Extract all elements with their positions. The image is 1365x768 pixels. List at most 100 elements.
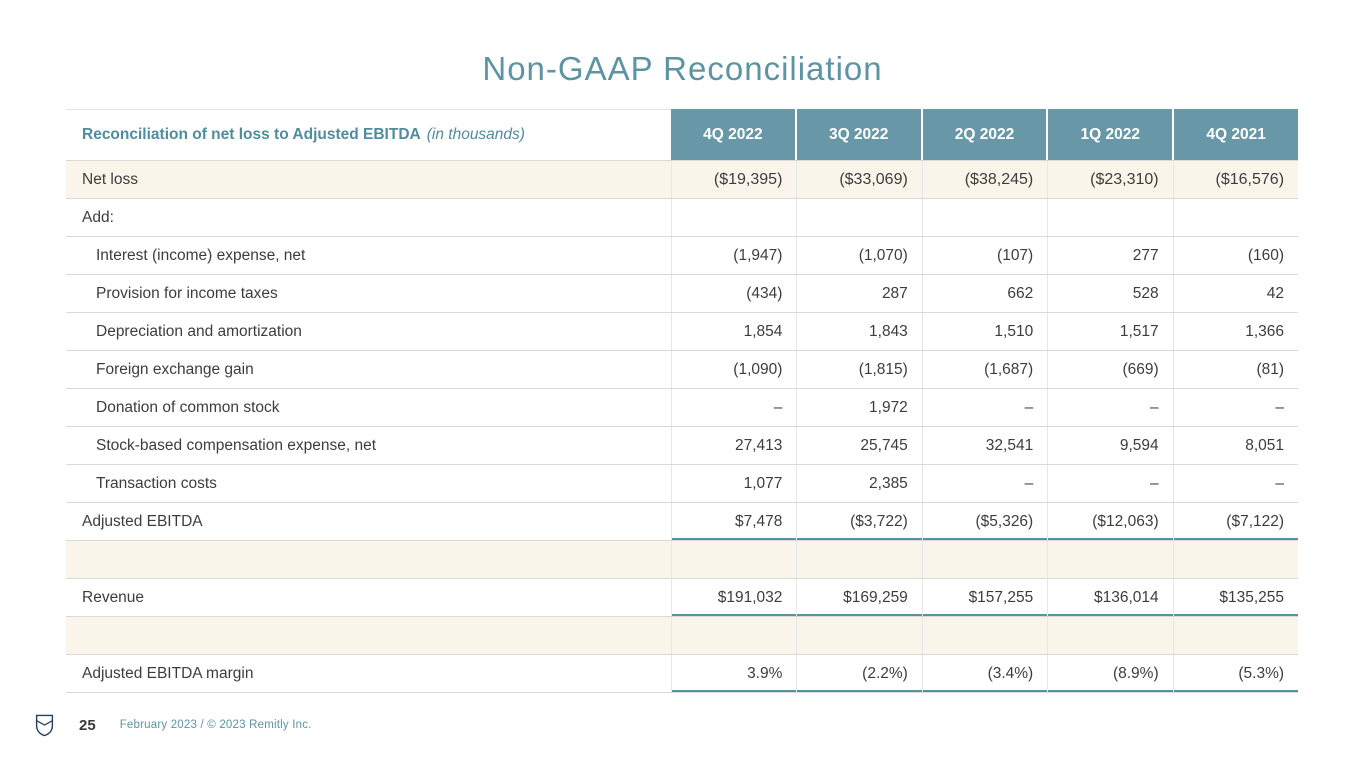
table-body: Net loss ($19,395) ($33,069) ($38,245) ($23,… xyxy=(66,161,1298,693)
column-header: 4Q 2022 xyxy=(703,125,763,143)
row-label: Depreciation and amortization xyxy=(96,322,302,340)
row-label: Foreign exchange gain xyxy=(96,360,254,378)
cell-value: 8,051 xyxy=(1172,427,1298,464)
cell-value: – xyxy=(1172,389,1298,426)
row-label xyxy=(66,617,671,654)
footer-note: February 2023 / © 2023 Remitly Inc. xyxy=(119,719,312,731)
cell-value xyxy=(671,541,796,578)
table-header: Reconciliation of net loss to Adjusted E… xyxy=(66,109,1298,161)
row-label: Interest (income) expense, net xyxy=(96,246,306,264)
row-values: 3.9% (2.2%) (3.4%) (8.9%) (5.3%) xyxy=(671,655,1298,692)
table-header-label: Reconciliation of net loss to Adjusted E… xyxy=(66,109,671,160)
row-label: Revenue xyxy=(82,588,145,606)
cell-value xyxy=(921,541,1047,578)
column-header: 1Q 2022 xyxy=(1046,109,1172,160)
cell-value: ($3,722) xyxy=(796,503,921,540)
cell-value: 3.9% xyxy=(671,655,796,692)
table-row: Donation of common stock –1,972– – – xyxy=(66,389,1298,427)
row-values xyxy=(671,199,1298,236)
row-values: 27,413 25,745 32,541 9,594 8,051 xyxy=(671,427,1298,464)
cell-value: $135,255 xyxy=(1172,579,1298,616)
table-row xyxy=(66,541,1298,579)
table-row: Revenue $191,032 $169,259 $157,255 $136,014 $… xyxy=(66,579,1298,617)
cell-value: – xyxy=(1047,465,1172,502)
cell-value: 277 xyxy=(1047,237,1172,274)
row-values: $7,478 ($3,722) ($5,326) ($12,063) ($7,122) xyxy=(671,503,1298,540)
cell-value xyxy=(1047,617,1172,654)
cell-value xyxy=(796,617,921,654)
cell-value: 1,972 xyxy=(796,389,921,426)
table-row: Transaction costs 1,077 2,385– – – xyxy=(66,465,1298,503)
cell-value: (5.3%) xyxy=(1172,655,1298,692)
row-label: Add: xyxy=(82,208,114,226)
table-row: Depreciation and amortization 1,854 1,843 1… xyxy=(66,313,1298,351)
cell-value: (3.4%) xyxy=(921,655,1047,692)
page-number: 25 xyxy=(79,716,96,734)
remitly-logo-icon xyxy=(35,714,54,736)
column-header: 2Q 2022 xyxy=(920,109,1047,160)
cell-value xyxy=(921,199,1047,236)
cell-value xyxy=(1047,541,1172,578)
cell-value: 25,745 xyxy=(796,427,921,464)
cell-value: (434) xyxy=(671,275,796,312)
cell-value: 2,385 xyxy=(796,465,921,502)
cell-value: 1,077 xyxy=(671,465,796,502)
cell-value: ($23,310) xyxy=(1047,161,1172,198)
cell-value: $169,259 xyxy=(796,579,921,616)
column-header: 4Q 2021 xyxy=(1172,109,1298,160)
cell-value: 1,366 xyxy=(1172,313,1298,350)
cell-value: ($7,122) xyxy=(1172,503,1298,540)
cell-value: (1,687) xyxy=(921,351,1047,388)
cell-value: $136,014 xyxy=(1047,579,1172,616)
cell-value xyxy=(1172,617,1298,654)
cell-value: (669) xyxy=(1047,351,1172,388)
cell-value: (1,815) xyxy=(796,351,921,388)
cell-value: 287 xyxy=(796,275,921,312)
table-header-label-text: Reconciliation of net loss to Adjusted E… xyxy=(82,126,421,143)
cell-value: $157,255 xyxy=(921,579,1047,616)
reconciliation-table: Reconciliation of net loss to Adjusted E… xyxy=(66,109,1298,693)
table-row: Add: xyxy=(66,199,1298,237)
table-row: Adjusted EBITDA margin 3.9% (2.2%) (3.4%) (8… xyxy=(66,655,1298,693)
row-values: 1,077 2,385– – – xyxy=(671,465,1298,502)
row-label: Adjusted EBITDA xyxy=(82,512,203,530)
cell-value: (1,090) xyxy=(671,351,796,388)
cell-value: ($19,395) xyxy=(671,161,796,198)
cell-value: 1,510 xyxy=(921,313,1047,350)
page-title: Non-GAAP Reconciliation xyxy=(482,50,883,87)
cell-value xyxy=(1047,199,1172,236)
cell-value: 1,843 xyxy=(796,313,921,350)
cell-value xyxy=(796,541,921,578)
row-label: Stock-based compensation expense, net xyxy=(96,436,377,454)
column-header: 3Q 2022 xyxy=(794,109,921,160)
cell-value: 9,594 xyxy=(1047,427,1172,464)
table-row: Adjusted EBITDA $7,478 ($3,722) ($5,326) ($1… xyxy=(66,503,1298,541)
cell-value: ($33,069) xyxy=(796,161,921,198)
row-values: $191,032 $169,259 $157,255 $136,014 $135,255 xyxy=(671,579,1298,616)
cell-value xyxy=(671,617,796,654)
cell-value: – xyxy=(1172,465,1298,502)
cell-value: – xyxy=(921,389,1047,426)
cell-value: ($16,576) xyxy=(1172,161,1298,198)
cell-value xyxy=(796,199,921,236)
row-values: –1,972– – – xyxy=(671,389,1298,426)
cell-value: 42 xyxy=(1172,275,1298,312)
cell-value: (1,070) xyxy=(796,237,921,274)
cell-value xyxy=(921,617,1047,654)
row-values: 1,854 1,843 1,510 1,517 1,366 xyxy=(671,313,1298,350)
cell-value: ($12,063) xyxy=(1047,503,1172,540)
table-row: Stock-based compensation expense, net 27,… xyxy=(66,427,1298,465)
cell-value: (81) xyxy=(1172,351,1298,388)
cell-value: 27,413 xyxy=(671,427,796,464)
table-row xyxy=(66,617,1298,655)
row-values xyxy=(671,617,1298,654)
cell-value: 32,541 xyxy=(921,427,1047,464)
cell-value: (1,947) xyxy=(671,237,796,274)
cell-value: (2.2%) xyxy=(796,655,921,692)
row-label: Transaction costs xyxy=(96,474,217,492)
table-row: Interest (income) expense, net (1,947) (1,… xyxy=(66,237,1298,275)
cell-value: – xyxy=(921,465,1047,502)
row-label xyxy=(66,541,671,578)
cell-value: – xyxy=(671,389,796,426)
